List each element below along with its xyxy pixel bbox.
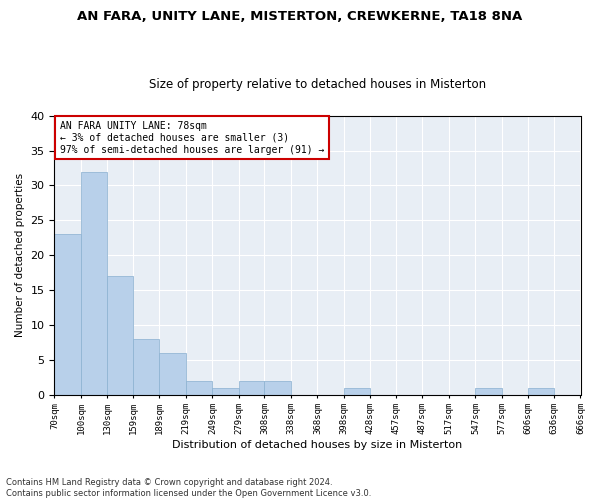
Bar bbox=[475, 388, 502, 394]
Y-axis label: Number of detached properties: Number of detached properties bbox=[15, 173, 25, 337]
Bar bbox=[186, 380, 212, 394]
Bar bbox=[133, 339, 160, 394]
Bar bbox=[527, 388, 554, 394]
X-axis label: Distribution of detached houses by size in Misterton: Distribution of detached houses by size … bbox=[172, 440, 463, 450]
Text: Contains HM Land Registry data © Crown copyright and database right 2024.
Contai: Contains HM Land Registry data © Crown c… bbox=[6, 478, 371, 498]
Bar bbox=[239, 380, 265, 394]
Bar bbox=[55, 234, 81, 394]
Bar bbox=[212, 388, 239, 394]
Bar bbox=[160, 352, 186, 395]
Bar bbox=[344, 388, 370, 394]
Text: AN FARA UNITY LANE: 78sqm
← 3% of detached houses are smaller (3)
97% of semi-de: AN FARA UNITY LANE: 78sqm ← 3% of detach… bbox=[59, 122, 324, 154]
Bar bbox=[265, 380, 291, 394]
Text: AN FARA, UNITY LANE, MISTERTON, CREWKERNE, TA18 8NA: AN FARA, UNITY LANE, MISTERTON, CREWKERN… bbox=[77, 10, 523, 23]
Bar bbox=[81, 172, 107, 394]
Title: Size of property relative to detached houses in Misterton: Size of property relative to detached ho… bbox=[149, 78, 486, 91]
Bar bbox=[107, 276, 133, 394]
